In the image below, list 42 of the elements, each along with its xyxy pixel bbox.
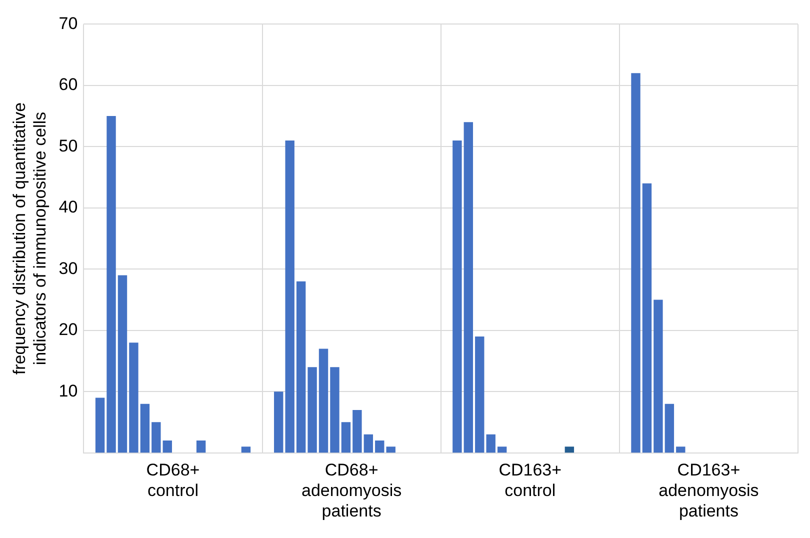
- x-tick-label: CD163+ control: [498, 460, 562, 500]
- bar: [162, 440, 172, 453]
- bar: [475, 336, 484, 453]
- bar: [497, 446, 507, 453]
- bar: [196, 440, 206, 453]
- bar: [642, 183, 652, 453]
- bar: [364, 434, 374, 453]
- bar: [318, 348, 328, 453]
- bar: [129, 342, 138, 453]
- y-tick-label: 30: [58, 258, 78, 278]
- bar: [274, 392, 284, 453]
- bar: [352, 410, 362, 453]
- bar: [375, 440, 384, 453]
- bar: [341, 422, 351, 453]
- bar: [285, 140, 294, 453]
- bar: [486, 434, 496, 453]
- bar: [452, 140, 462, 453]
- x-tick-label: CD163+ adenomyosis patients: [658, 460, 759, 520]
- bar: [95, 398, 105, 453]
- bar: [308, 367, 317, 453]
- y-tick-label: 70: [58, 14, 78, 33]
- bar: [296, 281, 306, 453]
- y-axis-title: frequency distribution of quantitative indicators of immunopositive cells: [10, 102, 50, 375]
- bar: [118, 275, 128, 453]
- bar: [152, 422, 161, 453]
- x-tick-label: CD68+ adenomyosis patients: [301, 460, 402, 520]
- y-tick-label: 40: [58, 198, 78, 217]
- bar: [676, 446, 686, 453]
- bar: [631, 73, 640, 453]
- y-tick-label: 20: [58, 320, 78, 340]
- y-tick-label: 60: [58, 75, 78, 94]
- bar: [106, 116, 116, 453]
- bar: [330, 367, 340, 453]
- bar: [140, 404, 150, 453]
- bar: [241, 446, 251, 453]
- bar: [464, 122, 474, 453]
- y-tick-label: 10: [58, 381, 78, 400]
- bar: [564, 446, 574, 453]
- y-tick-label: 50: [58, 136, 78, 156]
- bar: [654, 300, 663, 453]
- x-tick-label: CD68+ control: [146, 460, 200, 500]
- bar: [664, 404, 674, 453]
